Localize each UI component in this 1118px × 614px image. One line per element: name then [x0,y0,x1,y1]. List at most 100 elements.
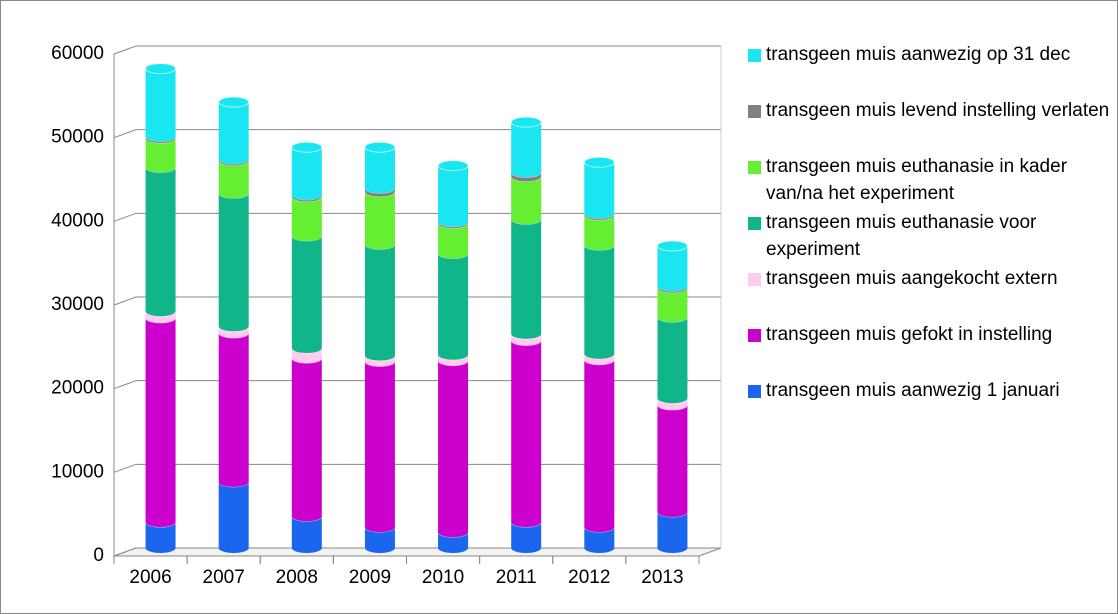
cylinder-top [218,96,250,108]
bar-segment [145,161,177,317]
cylinder-body [364,147,395,194]
x-tick-label: 2009 [349,567,391,588]
bar-segment [510,213,542,339]
cylinder-body [291,147,322,200]
x-tick-label: 2011 [496,567,537,588]
y-tick-label: 20000 [51,378,104,399]
y-tick-label: 30000 [51,294,104,315]
cylinder-body [584,162,615,219]
cylinder-body [364,244,395,361]
legend-label: transgeen muis aanwezig op 31 dec [766,44,1071,65]
cylinder-body [584,215,615,251]
cylinder-body [511,340,542,528]
cylinder-body [291,235,322,354]
cylinder-body [511,122,542,178]
bar-segment [656,311,688,404]
cylinder-body [438,253,469,360]
cylinder-body [145,167,176,317]
bar-segment [437,355,469,538]
legend-swatch [748,273,761,286]
bar-segment [364,141,396,194]
cylinder-body [584,527,615,553]
legend-label: transgeen muis aangekocht extern [766,268,1058,289]
bar-segment [656,240,688,292]
cylinder-body [218,193,249,332]
legend-label: transgeen muis euthanasie in kader van/n… [766,156,1068,204]
cylinder-body [438,360,469,538]
bar-segment [218,96,250,164]
legend-swatch [748,161,761,174]
y-tick-label: 50000 [51,127,104,148]
cylinder-body [511,522,542,553]
bar-segment [583,354,615,533]
legend-swatch [748,217,761,230]
x-tick-label: 2006 [129,567,171,588]
legend-swatch [748,49,761,62]
legend-label: transgeen muis aanwezig 1 januari [766,380,1060,401]
cylinder-body [218,102,249,164]
cylinder-body [291,196,322,241]
cylinder-body [511,176,542,225]
cylinder-top [437,160,469,172]
legend-item: transgeen muis euthanasie voor experimen… [746,209,1116,263]
x-tick-label: 2013 [641,567,683,588]
cylinder-body [584,245,615,359]
legend-item: transgeen muis levend instelling verlate… [746,97,1116,151]
cylinder-body [364,527,395,553]
floor [113,547,722,557]
cylinder-body [218,160,249,199]
cylinder-body [657,404,688,518]
cylinder-body [291,516,322,553]
cylinder-body [145,317,176,528]
cylinder-top [656,240,688,252]
legend-swatch [748,329,761,342]
cylinder-body [291,358,322,522]
bar-segment [291,352,323,522]
legend: transgeen muis aanwezig op 31 dec transge… [746,41,1116,433]
y-tick-label: 10000 [51,461,104,482]
cylinder-body [657,512,688,553]
y-tick-label: 40000 [51,210,104,231]
cylinder-body [218,481,249,553]
x-tick-label: 2008 [276,567,318,588]
bar-segment [291,141,323,200]
cylinder-top [364,141,396,153]
bar-segment [291,230,323,354]
cylinder-body [364,191,395,250]
bar-segment [364,355,396,533]
cylinder-body [511,219,542,339]
y-tick-label: 60000 [51,43,104,64]
bar-segment [510,335,542,528]
bar-segment [145,312,177,528]
x-tick-label: 2012 [568,567,610,588]
bar-segment [145,63,177,142]
cylinder-body [145,522,176,553]
bar-segment [218,187,250,332]
legend-item: transgeen muis aangekocht extern [746,265,1116,319]
legend-label: transgeen muis euthanasie voor experimen… [766,212,1037,260]
legend-item: transgeen muis aanwezig op 31 dec [746,41,1116,95]
x-tick-label: 2007 [203,567,245,588]
cylinder-body [145,68,176,142]
plot: 0 10000 20000 30000 40000 50000 60000 2006 2007 2… [51,43,722,588]
legend-item: transgeen muis euthanasie in kader van/n… [746,153,1116,207]
x-tick-label: 2010 [422,567,464,588]
cylinder-top [583,156,615,168]
legend-label: transgeen muis levend instelling verlate… [766,100,1110,121]
legend-swatch [748,105,761,118]
legend-swatch [748,385,761,398]
cylinder-body [218,332,249,487]
bar-segment [510,116,542,178]
bar-segment [437,160,469,227]
cylinder-top [145,63,177,75]
cylinder-body [438,165,469,227]
legend-item: transgeen muis aanwezig 1 januari [746,377,1116,431]
bar-segment [218,327,250,487]
cylinder-body [657,287,688,323]
cylinder-body [145,138,176,173]
cylinder-top [510,116,542,128]
bar-segment [218,476,250,553]
bar-segment [656,399,688,518]
cylinder-body [438,532,469,553]
